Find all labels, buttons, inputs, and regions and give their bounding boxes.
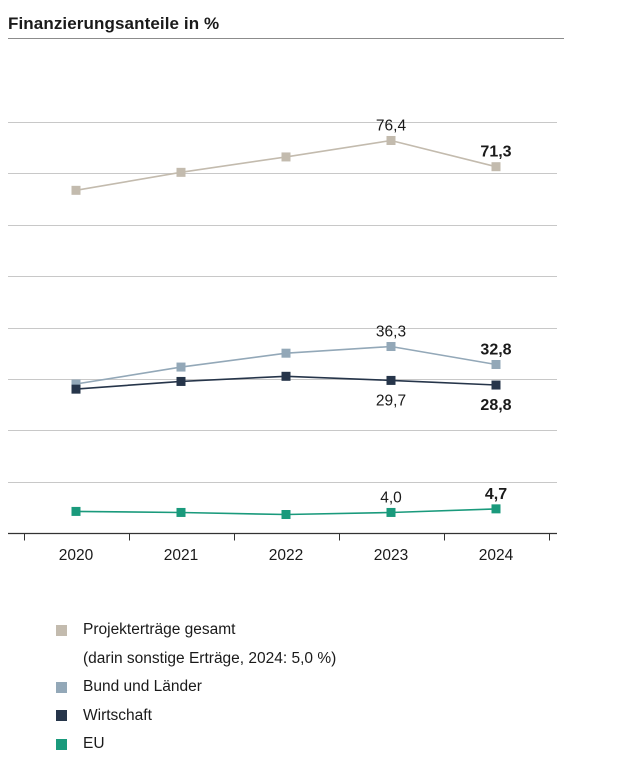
data-label-projekt: 76,4: [376, 118, 407, 135]
legend-swatch-eu: [56, 738, 67, 750]
legend-swatch-projekt: [56, 624, 67, 636]
data-point-projekt: [71, 185, 81, 195]
legend-item-bund: Bund und Länder: [56, 673, 336, 702]
data-point-projekt: [176, 167, 186, 177]
data-point-wirtschaft: [281, 371, 291, 381]
legend-item-eu: EU: [56, 730, 336, 759]
x-tick-label: 2022: [269, 547, 303, 564]
data-point-eu: [281, 510, 291, 520]
data-label-wirtschaft: 29,7: [376, 392, 406, 409]
x-tick-label: 2024: [479, 547, 514, 564]
chart-title: Finanzierungsanteile in %: [8, 14, 220, 33]
legend-item-projekt: Projekterträge gesamt: [56, 616, 336, 645]
data-point-bund: [386, 342, 396, 352]
x-tick-label: 2020: [59, 547, 94, 564]
data-point-eu: [176, 507, 186, 517]
data-label-bund: 36,3: [376, 324, 406, 341]
data-point-projekt: [386, 135, 396, 145]
data-point-wirtschaft: [71, 384, 81, 394]
data-label-eu: 4,0: [380, 490, 402, 507]
data-point-eu: [491, 504, 501, 514]
data-point-projekt: [281, 152, 291, 162]
data-point-bund: [281, 348, 291, 358]
data-label-bund: 32,8: [480, 342, 511, 359]
series-line-projekt: [75, 139, 497, 192]
data-point-wirtschaft: [176, 376, 186, 386]
data-point-bund: [491, 359, 501, 369]
data-label-eu: 4,7: [485, 486, 507, 503]
legend-swatch-wirtschaft: [56, 710, 67, 722]
legend: Projekterträge gesamt (darin sonstige Er…: [56, 616, 336, 759]
x-tick-label: 2021: [164, 547, 198, 564]
x-tick-label: 2023: [374, 547, 408, 564]
line-chart: 2020 2021 2022 2023 2024 76,4 71,3 36,3 32,8 29,7…: [8, 118, 557, 564]
legend-label-wirtschaft: Wirtschaft: [83, 706, 152, 724]
legend-note: (darin sonstige Erträge, 2024: 5,0 %): [83, 649, 337, 667]
data-point-eu: [386, 507, 396, 517]
title-rule: [8, 38, 564, 39]
data-point-eu: [71, 506, 81, 516]
legend-label-bund: Bund und Länder: [83, 678, 202, 696]
data-point-projekt: [491, 162, 501, 172]
legend-item-wirtschaft: Wirtschaft: [56, 702, 336, 731]
data-label-wirtschaft: 28,8: [480, 397, 511, 414]
data-label-projekt: 71,3: [480, 144, 511, 161]
legend-label-eu: EU: [83, 735, 105, 753]
legend-label-projekt: Projekterträge gesamt: [83, 621, 236, 639]
data-point-bund: [176, 362, 186, 372]
data-point-wirtschaft: [386, 375, 396, 385]
data-point-bund: [71, 379, 81, 389]
data-point-wirtschaft: [491, 380, 501, 390]
legend-swatch-bund: [56, 681, 67, 693]
